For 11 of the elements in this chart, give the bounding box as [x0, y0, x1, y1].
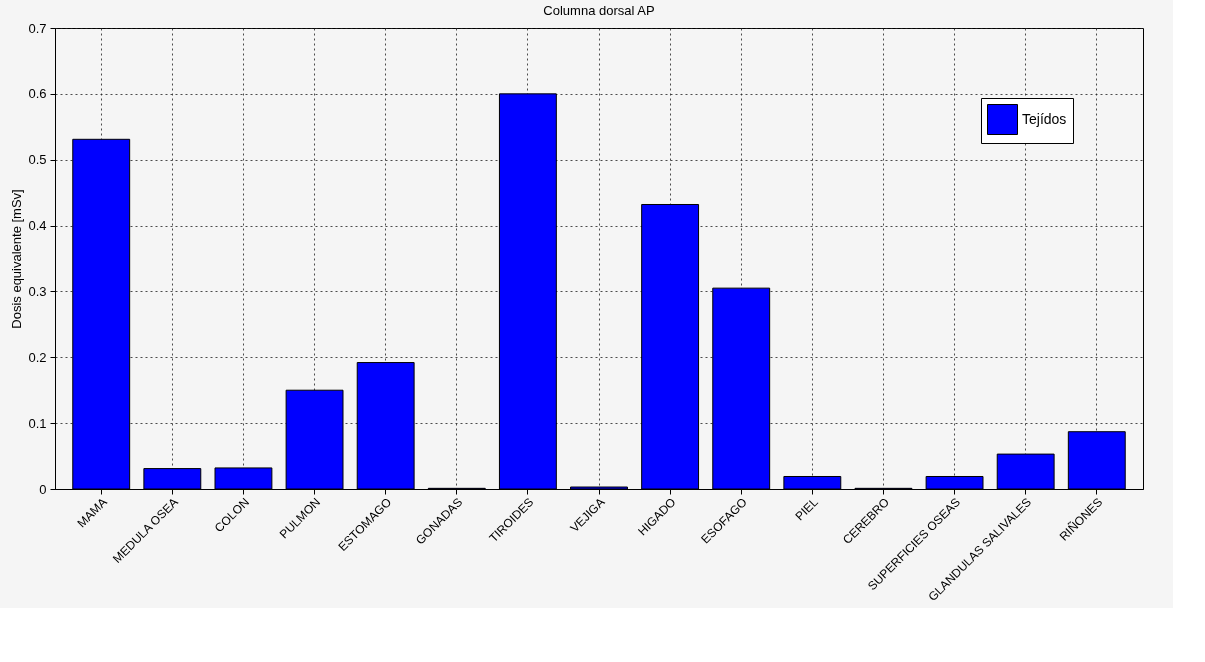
y-tick-label: 0.3 — [28, 283, 47, 299]
y-tick-label: 0.1 — [28, 415, 47, 431]
y-tick-label: 0.6 — [28, 86, 47, 102]
y-tick-label: 0.5 — [28, 152, 47, 168]
y-tick-label: 0 — [39, 481, 47, 497]
chart-title: Columna dorsal AP — [543, 3, 655, 18]
y-tick-label: 0.4 — [28, 218, 47, 234]
y-tick-label: 0.2 — [28, 349, 47, 365]
y-axis-title: Dosis equivalente [mSv] — [9, 189, 25, 329]
y-tick-label: 0.7 — [28, 20, 47, 36]
legend-label: Tejídos — [1022, 110, 1067, 127]
